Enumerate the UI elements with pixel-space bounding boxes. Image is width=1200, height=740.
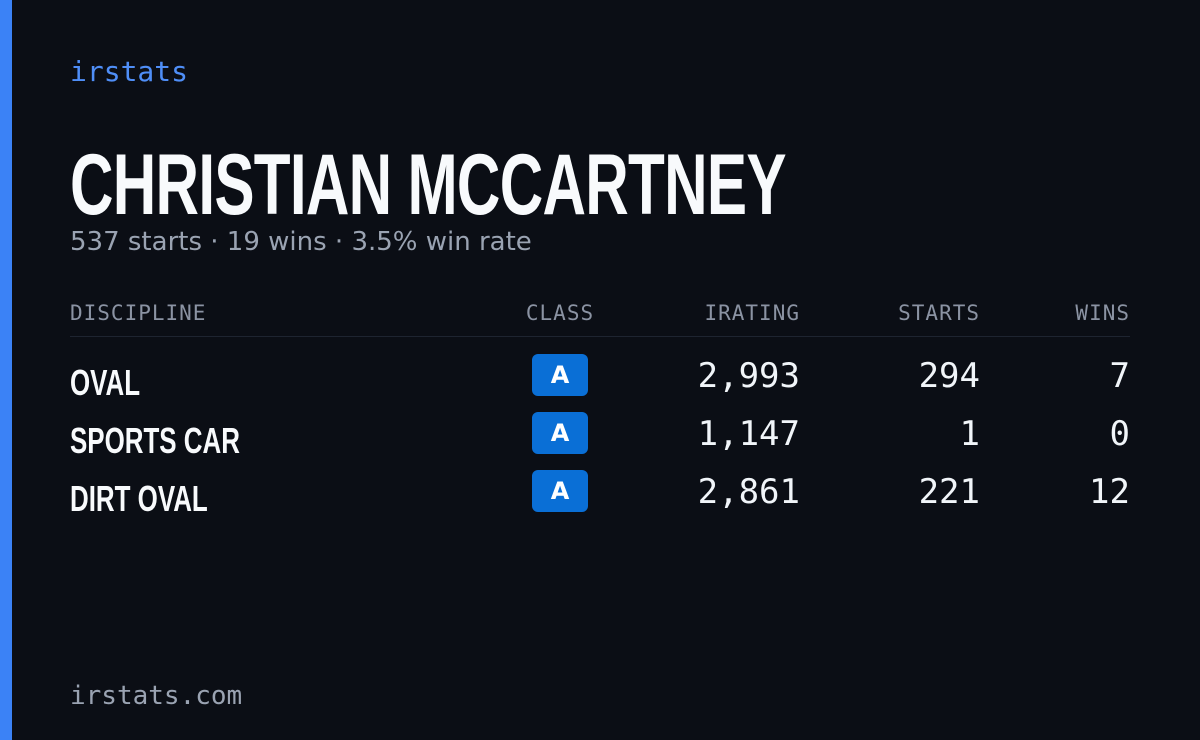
class-badge: A	[532, 354, 588, 396]
stat-value: 221	[918, 472, 980, 512]
stat-value: 2,993	[697, 356, 800, 396]
column-header: STARTS	[898, 301, 980, 325]
class-badge: A	[532, 412, 588, 454]
column-header: CLASS	[525, 301, 595, 325]
stat-value: 12	[1089, 472, 1130, 512]
discipline: SPORTS CAR	[70, 420, 240, 461]
stat-value: 2,861	[697, 472, 800, 512]
column-header: DISCIPLINE	[70, 301, 207, 325]
summary: 537 starts · 19 wins · 3.5% win rate	[70, 227, 532, 257]
stat-value: 1,147	[697, 414, 800, 454]
discipline: OVAL	[70, 362, 141, 403]
accent-bar	[0, 0, 12, 740]
stat-value: 7	[1109, 356, 1130, 396]
discipline: DIRT OVAL	[70, 478, 208, 519]
driver-name: CHRISTIAN MCCARTNEY	[70, 137, 786, 233]
stat-value: 1	[959, 414, 980, 454]
header-rule	[70, 336, 1130, 337]
column-header: IRATING	[704, 301, 800, 325]
stat-value: 294	[918, 356, 980, 396]
column-header: WINS	[1075, 301, 1130, 325]
class-badge: A	[532, 470, 588, 512]
footer: irstats.com	[70, 681, 243, 711]
stat-value: 0	[1109, 414, 1130, 454]
brand: irstats	[70, 55, 189, 88]
